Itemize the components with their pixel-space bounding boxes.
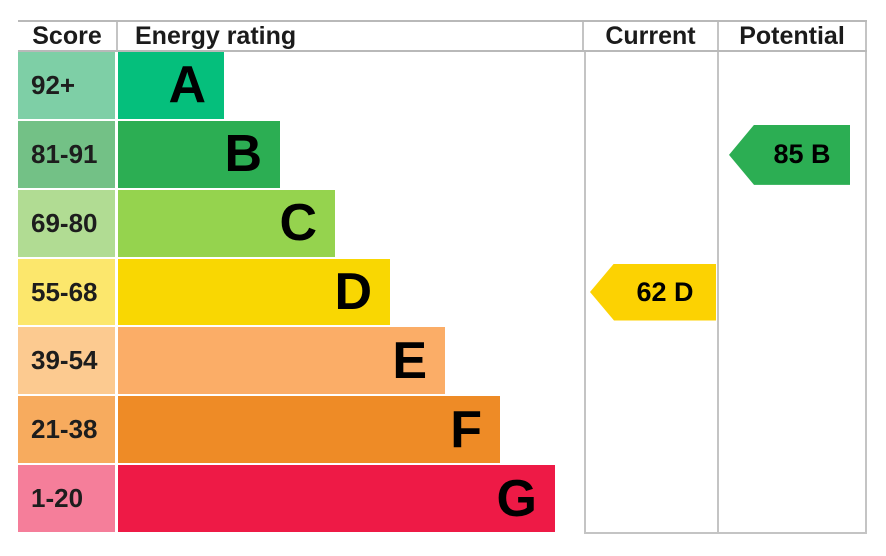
band-row-c: 69-80 C <box>18 189 584 259</box>
bar-cell-g: G <box>118 465 584 533</box>
score-range-b: 81-91 <box>18 120 118 188</box>
rating-letter-a: A <box>168 56 206 115</box>
column-header-score: Score <box>18 22 118 50</box>
column-header-potential: Potential <box>719 22 867 50</box>
potential-rating-arrow: 85 B <box>729 124 850 185</box>
score-range-a: 92+ <box>18 52 118 119</box>
potential-column: 85 B <box>719 52 867 534</box>
rating-letter-g: G <box>496 469 537 528</box>
epc-rating-chart: Score Energy rating Current Potential 92… <box>18 20 867 534</box>
bar-cell-f: F <box>118 396 584 464</box>
bar-cell-a: A <box>118 52 584 119</box>
rating-letter-b: B <box>224 125 262 184</box>
column-header-current: Current <box>584 22 719 50</box>
current-rating-arrow-label: 62 D <box>636 276 694 307</box>
table-header: Score Energy rating Current Potential <box>18 20 867 52</box>
bar-cell-c: C <box>118 189 584 257</box>
rating-bar-g: G <box>118 465 555 533</box>
rating-bar-e: E <box>118 327 445 395</box>
rating-bar-f: F <box>118 396 500 464</box>
bar-cell-d: D <box>118 258 584 326</box>
column-header-energy-rating: Energy rating <box>118 22 584 50</box>
rating-letter-d: D <box>334 263 372 321</box>
bar-cell-e: E <box>118 327 584 395</box>
score-range-f: 21-38 <box>18 396 118 464</box>
rating-bar-a: A <box>118 52 224 119</box>
score-range-g: 1-20 <box>18 465 118 533</box>
rating-bar-d: D <box>118 258 390 326</box>
bar-cell-b: B <box>118 120 584 188</box>
band-row-d: 55-68 D <box>18 258 584 328</box>
band-rows: 92+ A 81-91 B 69-80 C 55-68 D 39-54 E 21-38 F 1-20 G <box>18 52 584 533</box>
current-column: 62 D <box>584 52 719 534</box>
rating-letter-f: F <box>450 400 482 459</box>
band-row-a: 92+ A <box>18 52 584 121</box>
score-range-d: 55-68 <box>18 258 118 326</box>
rating-letter-e: E <box>392 331 427 390</box>
band-row-b: 81-91 B <box>18 120 584 190</box>
band-row-e: 39-54 E <box>18 327 584 397</box>
rating-bar-c: C <box>118 189 335 257</box>
rating-bar-b: B <box>118 120 280 188</box>
band-row-g: 1-20 G <box>18 465 584 533</box>
score-range-c: 69-80 <box>18 189 118 257</box>
score-range-e: 39-54 <box>18 327 118 395</box>
rating-letter-c: C <box>279 194 317 253</box>
potential-rating-arrow-label: 85 B <box>773 139 831 170</box>
current-rating-arrow: 62 D <box>590 263 716 321</box>
band-row-f: 21-38 F <box>18 396 584 466</box>
